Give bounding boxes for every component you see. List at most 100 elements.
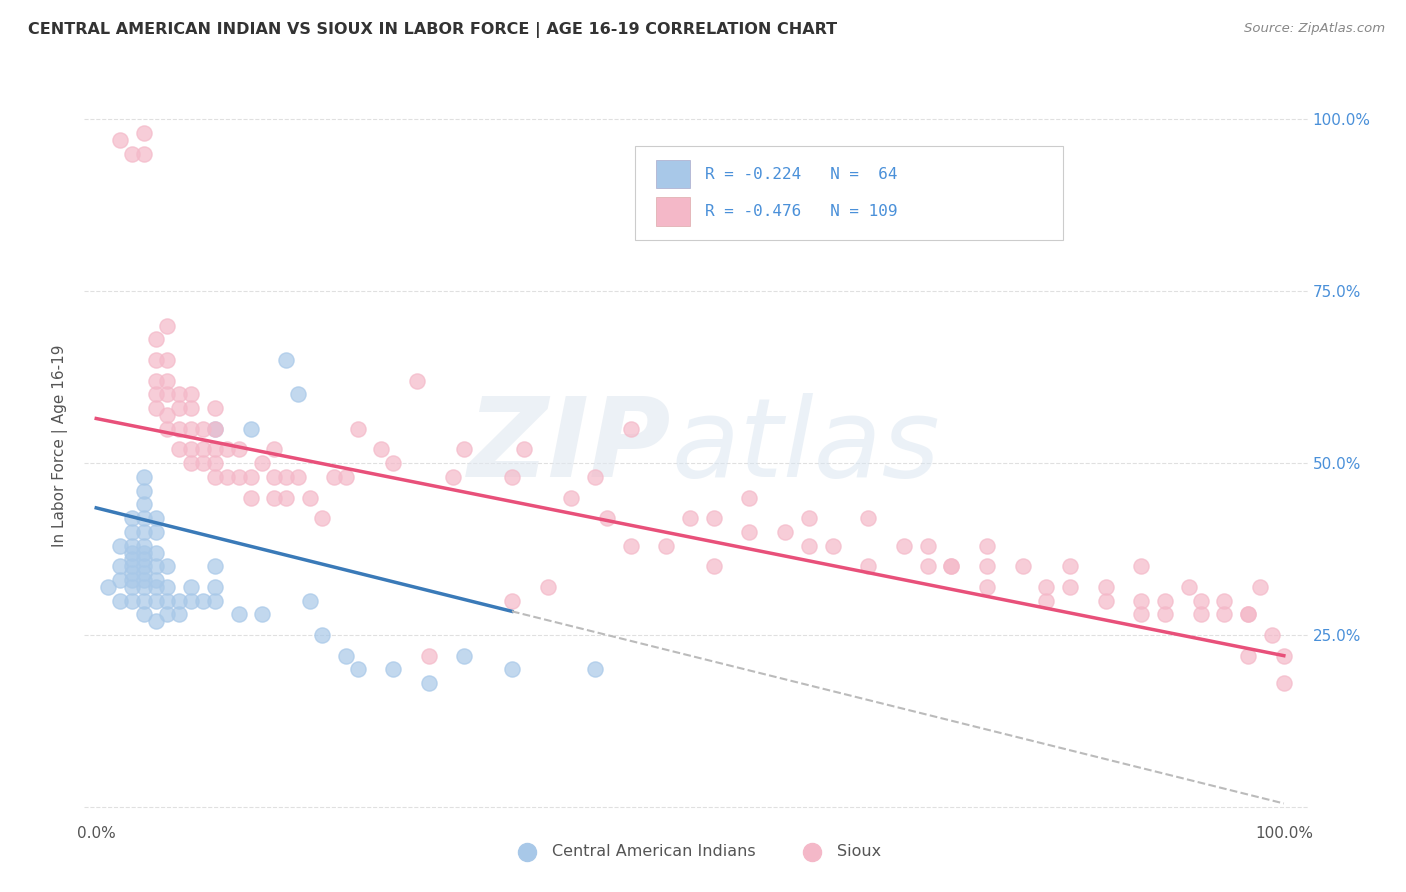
Point: [335, 470, 357, 484]
Point: [132, 580, 155, 594]
Point: [1189, 593, 1212, 607]
Point: [311, 628, 333, 642]
Point: [180, 401, 202, 416]
Point: [204, 470, 226, 484]
Point: [132, 566, 155, 581]
Point: [1094, 580, 1116, 594]
Point: [738, 524, 761, 539]
Point: [121, 511, 143, 525]
Point: [169, 593, 191, 607]
Point: [276, 470, 298, 484]
Point: [239, 491, 262, 505]
Point: [145, 559, 167, 574]
Point: [108, 573, 131, 587]
Point: [536, 580, 558, 594]
Point: [156, 353, 179, 368]
Point: [1154, 607, 1177, 622]
Point: [121, 146, 143, 161]
Point: [132, 146, 155, 161]
Point: [121, 566, 143, 581]
Point: [1011, 559, 1033, 574]
Point: [132, 470, 155, 484]
Point: [856, 559, 879, 574]
Point: [263, 491, 285, 505]
Point: [583, 470, 606, 484]
Point: [287, 470, 309, 484]
Point: [239, 470, 262, 484]
Point: [501, 662, 523, 676]
Point: [703, 559, 725, 574]
Point: [204, 442, 226, 457]
Point: [453, 442, 475, 457]
Point: [169, 442, 191, 457]
Point: [276, 491, 298, 505]
Point: [132, 511, 155, 525]
Point: [156, 374, 179, 388]
Point: [191, 593, 214, 607]
Point: [145, 545, 167, 559]
Point: [917, 539, 939, 553]
Point: [1035, 580, 1057, 594]
FancyBboxPatch shape: [655, 197, 690, 226]
Point: [156, 607, 179, 622]
Point: [382, 456, 405, 470]
Point: [1094, 593, 1116, 607]
Point: [180, 422, 202, 436]
Point: [1059, 559, 1081, 574]
Point: [821, 539, 844, 553]
Point: [204, 559, 226, 574]
Point: [1249, 580, 1271, 594]
Point: [1189, 607, 1212, 622]
Point: [180, 387, 202, 401]
Point: [976, 539, 998, 553]
Point: [1130, 607, 1153, 622]
Point: [501, 470, 523, 484]
Point: [441, 470, 464, 484]
Point: [215, 442, 238, 457]
Point: [596, 511, 619, 525]
Point: [311, 511, 333, 525]
FancyBboxPatch shape: [655, 160, 690, 188]
Point: [132, 539, 155, 553]
Point: [346, 422, 368, 436]
Point: [132, 552, 155, 566]
Point: [145, 573, 167, 587]
Point: [773, 524, 796, 539]
Point: [145, 511, 167, 525]
Point: [893, 539, 915, 553]
Point: [1272, 676, 1295, 690]
Point: [108, 593, 131, 607]
Point: [406, 374, 429, 388]
Point: [204, 580, 226, 594]
Point: [856, 511, 879, 525]
Point: [145, 593, 167, 607]
Point: [797, 511, 820, 525]
Point: [121, 593, 143, 607]
Point: [703, 511, 725, 525]
Point: [1237, 648, 1260, 663]
Point: [501, 593, 523, 607]
Point: [976, 580, 998, 594]
Point: [121, 573, 143, 587]
Point: [1130, 559, 1153, 574]
Point: [322, 470, 344, 484]
Point: [252, 607, 274, 622]
Point: [204, 456, 226, 470]
Point: [145, 374, 167, 388]
Point: [121, 552, 143, 566]
Point: [180, 580, 202, 594]
Point: [453, 648, 475, 663]
Point: [263, 442, 285, 457]
Point: [382, 662, 405, 676]
Point: [1261, 628, 1284, 642]
Point: [145, 615, 167, 629]
Point: [583, 662, 606, 676]
Point: [204, 422, 226, 436]
Point: [121, 524, 143, 539]
Point: [191, 456, 214, 470]
Text: R = -0.476   N = 109: R = -0.476 N = 109: [704, 204, 897, 219]
Point: [1178, 580, 1201, 594]
Point: [169, 401, 191, 416]
Point: [145, 333, 167, 347]
Point: [132, 545, 155, 559]
